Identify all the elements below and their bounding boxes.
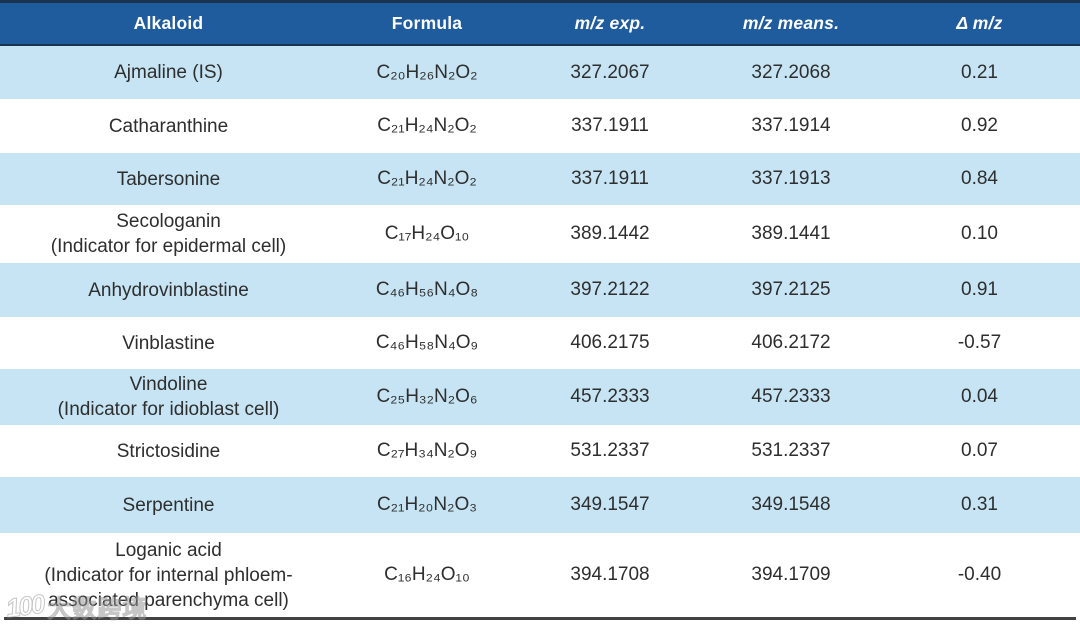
mz-means-cell: 337.1914 — [751, 115, 831, 136]
alkaloid-name-cell: Ajmaline (IS) — [0, 46, 337, 99]
mz-means-cell: 349.1548 — [751, 494, 831, 515]
formula-cell: C₁₆H₂₄O₁₀ — [384, 564, 470, 585]
table-bottom-border — [4, 617, 1076, 620]
alkaloid-name: Anhydrovinblastine — [88, 279, 249, 301]
mz-exp-cell: 457.2333 — [570, 386, 650, 407]
mz-means-cell: 531.2337 — [751, 440, 831, 461]
mz-exp-cell: 337.1911 — [571, 115, 649, 136]
delta-mz-cell: 0.21 — [961, 61, 998, 83]
alkaloid-name-cell: Secologanin (Indicator for epidermal cel… — [0, 205, 337, 263]
alkaloid-name: Tabersonine — [116, 168, 221, 190]
alkaloid-note: (Indicator for internal phloem-associate… — [44, 564, 293, 611]
table-row-vindoline: Vindoline (Indicator for idioblast cell)… — [0, 369, 1080, 425]
mz-exp-cell: 394.1708 — [570, 564, 650, 585]
mz-exp-cell: 349.1547 — [570, 494, 650, 515]
table-row-vinblastine: Vinblastine C₄₆H₅₈N₄O₉ 406.2175 406.2172… — [0, 317, 1080, 369]
alkaloid-note: (Indicator for epidermal cell) — [50, 236, 287, 257]
table-row-strictosidine: Strictosidine C₂₇H₃₄N₂O₉ 531.2337 531.23… — [0, 425, 1080, 477]
column-header-alkaloid: Alkaloid — [133, 13, 204, 33]
mz-exp-cell: 327.2067 — [570, 61, 650, 83]
table-row-loganic-acid: Loganic acid (Indicator for internal phl… — [0, 533, 1080, 617]
formula-cell: C₁₇H₂₄O₁₀ — [384, 223, 470, 244]
alkaloid-name: Vindoline — [129, 374, 208, 395]
alkaloid-name: Vinblastine — [122, 332, 215, 354]
delta-mz-cell: 0.31 — [961, 494, 998, 515]
delta-mz-cell: 0.07 — [961, 440, 998, 461]
mz-means-cell: 337.1913 — [751, 168, 831, 189]
alkaloid-name-cell: Strictosidine — [0, 425, 337, 477]
table-row-catharanthine: Catharanthine C₂₁H₂₄N₂O₂ 337.1911 337.19… — [0, 99, 1080, 153]
alkaloid-name: Serpentine — [122, 494, 215, 516]
formula-cell: C₂₅H₃₂N₂O₆ — [376, 386, 478, 407]
column-header-formula: Formula — [391, 13, 463, 33]
column-header-delta-mz: Δ m/z — [956, 13, 1003, 33]
alkaloid-name-cell: Vinblastine — [0, 317, 337, 369]
alkaloid-name: Strictosidine — [116, 440, 221, 462]
formula-cell: C₂₇H₃₄N₂O₉ — [376, 440, 478, 461]
mz-exp-cell: 406.2175 — [570, 332, 650, 353]
delta-mz-cell: 0.10 — [961, 223, 998, 244]
mz-means-cell: 394.1709 — [751, 564, 831, 585]
formula-cell: C₂₁H₂₄N₂O₂ — [377, 168, 477, 189]
table-top-border — [0, 0, 1080, 3]
mz-means-cell: 457.2333 — [751, 386, 831, 407]
mz-means-cell: 327.2068 — [751, 61, 831, 83]
alkaloid-name: Catharanthine — [108, 115, 229, 137]
formula-cell: C₂₁H₂₀N₂O₃ — [376, 494, 478, 515]
delta-mz-cell: 0.91 — [961, 279, 998, 300]
formula-cell: C₄₆H₅₈N₄O₉ — [375, 332, 479, 353]
alkaloid-name-cell: Tabersonine — [0, 153, 337, 205]
column-header-mz-means: m/z means. — [742, 13, 840, 33]
alkaloid-name: Ajmaline (IS) — [114, 62, 223, 83]
table-row-secologanin: Secologanin (Indicator for epidermal cel… — [0, 205, 1080, 263]
alkaloid-name-cell: Catharanthine — [0, 99, 337, 153]
delta-mz-cell: 0.84 — [961, 168, 998, 189]
table-body: Ajmaline (IS) C₂₀H₂₆N₂O₂ 327.2067 327.20… — [0, 46, 1080, 617]
table-row-ajmaline: Ajmaline (IS) C₂₀H₂₆N₂O₂ 327.2067 327.20… — [0, 46, 1080, 99]
delta-mz-cell: -0.40 — [957, 564, 1002, 585]
mz-exp-cell: 397.2122 — [570, 279, 650, 300]
delta-mz-cell: -0.57 — [957, 332, 1002, 353]
alkaloid-name: Loganic acid — [115, 539, 222, 561]
mz-means-cell: 397.2125 — [751, 279, 831, 300]
mz-exp-cell: 337.1911 — [571, 168, 649, 189]
formula-cell: C₂₁H₂₄N₂O₂ — [377, 115, 477, 136]
alkaloid-name-cell: Serpentine — [0, 477, 337, 533]
mz-exp-cell: 531.2337 — [570, 440, 650, 461]
mz-means-cell: 406.2172 — [751, 332, 831, 353]
table-row-serpentine: Serpentine C₂₁H₂₀N₂O₃ 349.1547 349.1548 … — [0, 477, 1080, 533]
mz-means-cell: 389.1441 — [751, 223, 831, 244]
column-header-mz-exp: m/z exp. — [574, 13, 646, 33]
formula-cell: C₄₆H₅₆N₄O₈ — [375, 279, 479, 300]
alkaloid-name: Secologanin — [116, 211, 221, 232]
table-header-row: Alkaloid Formula m/z exp. m/z means. Δ m… — [0, 3, 1080, 44]
table-row-anhydrovinblastine: Anhydrovinblastine C₄₆H₅₆N₄O₈ 397.2122 3… — [0, 263, 1080, 317]
formula-cell: C₂₀H₂₆N₂O₂ — [376, 61, 478, 83]
header-separator-line — [0, 44, 1080, 46]
alkaloid-name-cell: Loganic acid (Indicator for internal phl… — [0, 533, 337, 617]
table-row-tabersonine: Tabersonine C₂₁H₂₄N₂O₂ 337.1911 337.1913… — [0, 153, 1080, 205]
delta-mz-cell: 0.04 — [961, 386, 998, 407]
delta-mz-cell: 0.92 — [961, 115, 998, 136]
alkaloid-name-cell: Anhydrovinblastine — [0, 263, 337, 317]
mz-exp-cell: 389.1442 — [570, 223, 650, 244]
alkaloid-name-cell: Vindoline (Indicator for idioblast cell) — [0, 369, 337, 425]
alkaloid-note: (Indicator for idioblast cell) — [57, 399, 280, 420]
